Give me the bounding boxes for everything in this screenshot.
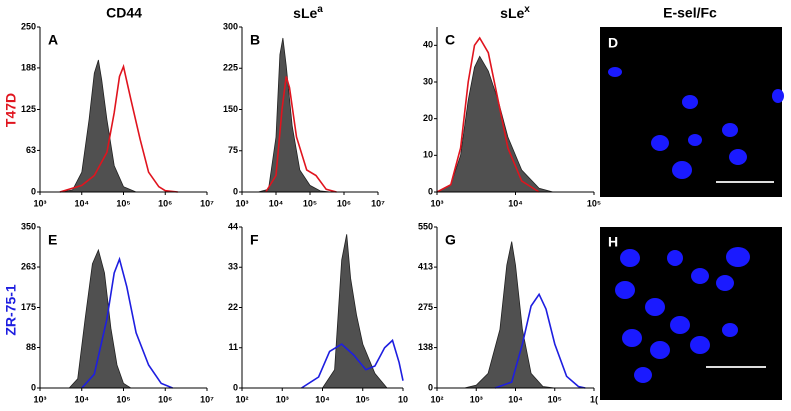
- x-tick-label: 10: [398, 394, 408, 404]
- y-tick-label: 44: [228, 221, 238, 231]
- x-tick-label: 10⁴: [508, 198, 522, 208]
- y-tick-label: 0: [233, 382, 238, 392]
- y-tick-label: 0: [233, 186, 238, 196]
- panel-label: A: [48, 32, 58, 48]
- x-tick-label: 10⁵: [303, 198, 317, 208]
- x-tick-label: 10⁵: [587, 198, 601, 208]
- x-tick-label: 10⁵: [116, 394, 130, 404]
- x-tick-label: 10⁴: [75, 198, 89, 208]
- y-tick-label: 138: [418, 342, 433, 352]
- column-title-text: sLe: [293, 5, 317, 21]
- histogram-line: [436, 36, 540, 193]
- y-tick-label: 40: [423, 40, 433, 50]
- histogram-area: [258, 37, 331, 193]
- y-tick-label: 30: [423, 76, 433, 86]
- x-tick-label: 10⁷: [371, 198, 385, 208]
- column-title: sLea: [293, 4, 323, 21]
- x-tick-label: 10⁵: [356, 394, 370, 404]
- x-tick-label: 10³: [276, 394, 289, 404]
- histogram-area: [321, 234, 388, 389]
- micrograph: D: [600, 27, 784, 197]
- column-title: CD44: [106, 5, 142, 21]
- x-tick-label: 10³: [33, 198, 46, 208]
- x-tick-label: 10³: [235, 198, 248, 208]
- x-tick-label: 10³: [430, 198, 443, 208]
- x-tick-label: 10⁶: [158, 198, 172, 208]
- y-tick-label: 63: [26, 145, 36, 155]
- x-tick-label: 10⁴: [315, 394, 329, 404]
- y-tick-label: 10: [423, 150, 433, 160]
- y-tick-label: 33: [228, 262, 238, 272]
- y-tick-label: 350: [21, 221, 36, 231]
- y-tick-label: 275: [418, 302, 433, 312]
- micrograph: H: [600, 227, 782, 400]
- x-tick-label: 10³: [33, 394, 46, 404]
- y-tick-label: 150: [223, 104, 238, 114]
- histogram-area: [436, 55, 554, 193]
- x-tick-label: 10⁶: [158, 394, 172, 404]
- y-tick-label: 175: [21, 302, 36, 312]
- x-tick-label: 10³: [470, 394, 483, 404]
- y-tick-label: 0: [428, 186, 433, 196]
- histogram-line: [81, 256, 173, 389]
- column-title-sup: x: [524, 4, 530, 15]
- x-tick-label: 10⁷: [200, 394, 214, 404]
- y-tick-label: 22: [228, 302, 238, 312]
- column-title: E-sel/Fc: [663, 5, 717, 21]
- y-tick-label: 413: [418, 261, 433, 271]
- y-tick-label: 550: [418, 221, 433, 231]
- y-tick-label: 188: [21, 62, 36, 72]
- y-tick-label: 75: [228, 145, 238, 155]
- x-tick-label: 10⁶: [337, 198, 351, 208]
- y-tick-label: 263: [21, 261, 36, 271]
- y-tick-label: 0: [31, 186, 36, 196]
- histogram-line: [301, 338, 404, 389]
- panel-label: C: [445, 32, 455, 48]
- y-tick-label: 125: [21, 104, 36, 114]
- histogram-area: [464, 241, 555, 389]
- y-tick-label: 20: [423, 113, 433, 123]
- y-tick-label: 225: [223, 63, 238, 73]
- row-label: ZR-75-1: [3, 284, 19, 336]
- x-tick-label: 10⁴: [508, 394, 522, 404]
- histogram-area: [59, 59, 137, 193]
- column-title-sup: a: [317, 4, 323, 15]
- panel-label: F: [250, 232, 259, 248]
- x-tick-label: 1(: [590, 394, 598, 404]
- histogram-line: [59, 63, 178, 193]
- column-title: sLex: [500, 4, 530, 21]
- histogram-area: [68, 248, 133, 389]
- y-tick-label: 0: [31, 382, 36, 392]
- histogram-line: [265, 76, 337, 193]
- panel-label: H: [608, 234, 618, 250]
- x-tick-label: 10²: [430, 394, 443, 404]
- x-tick-label: 10⁵: [116, 198, 130, 208]
- column-title-text: sLe: [500, 5, 524, 21]
- x-tick-label: 10⁷: [200, 198, 214, 208]
- panel-label: D: [608, 35, 618, 51]
- x-tick-label: 10²: [235, 394, 248, 404]
- y-tick-label: 300: [223, 21, 238, 31]
- y-tick-label: 11: [228, 342, 238, 352]
- y-tick-label: 88: [26, 342, 36, 352]
- panel-label: E: [48, 232, 57, 248]
- x-tick-label: 10⁵: [548, 394, 562, 404]
- y-tick-label: 250: [21, 21, 36, 31]
- panel-label: B: [250, 32, 260, 48]
- row-label: T47D: [3, 93, 19, 127]
- histogram-line: [494, 292, 586, 389]
- panel-label: G: [445, 232, 456, 248]
- x-tick-label: 10⁴: [75, 394, 89, 404]
- x-tick-label: 10⁴: [269, 198, 283, 208]
- y-tick-label: 0: [428, 382, 433, 392]
